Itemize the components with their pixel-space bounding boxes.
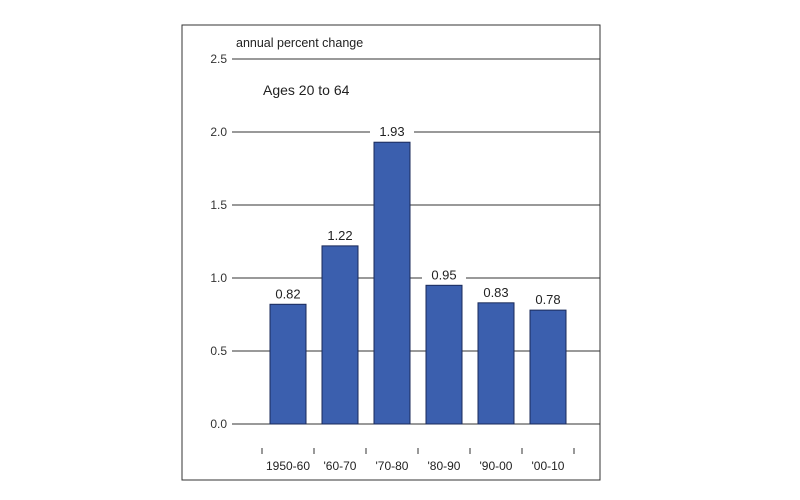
data-label-3: 0.95 <box>431 267 456 282</box>
bar-1 <box>321 245 359 425</box>
y-axis-label: annual percent change <box>236 36 363 50</box>
plot-frame <box>181 24 601 481</box>
data-label-5: 0.78 <box>535 292 560 307</box>
data-label-bg-5 <box>526 291 570 308</box>
data-label-bg-1 <box>318 226 362 243</box>
text-bg-0 <box>233 35 367 51</box>
y-tick-label-4: 2.0 <box>210 125 227 139</box>
data-label-bg-3 <box>422 266 466 283</box>
data-label-bg-0 <box>266 285 310 302</box>
data-label-2: 1.93 <box>379 124 404 139</box>
y-tick-label-5: 2.5 <box>210 52 227 66</box>
labels: 0.0 0.5 1.0 1.5 2.0 2.5 0.82 1950-60 1.22 '60-70 1… <box>210 52 570 473</box>
text-bg-1 <box>260 81 353 99</box>
x-tick-label-5: '00-10 <box>532 459 565 473</box>
data-label-0: 0.82 <box>275 286 300 301</box>
bar-0 <box>269 303 307 425</box>
y-tick-label-3: 1.5 <box>210 198 227 212</box>
x-tick-label-4: '90-00 <box>480 459 513 473</box>
data-label-4: 0.83 <box>483 285 508 300</box>
x-tick-label-0: 1950-60 <box>266 459 310 473</box>
data-label-1: 1.22 <box>327 228 352 243</box>
data-label-bg-2 <box>370 123 414 140</box>
chart-subtitle: Ages 20 to 64 <box>263 82 350 98</box>
bars <box>269 141 567 425</box>
x-tick-label-3: '80-90 <box>428 459 461 473</box>
y-tick-label-0: 0.0 <box>210 417 227 431</box>
x-tick-label-1: '60-70 <box>324 459 357 473</box>
y-tick-label-1: 0.5 <box>210 344 227 358</box>
bar-2 <box>373 141 411 425</box>
y-tick-label-2: 1.0 <box>210 271 227 285</box>
x-tick-label-2: '70-80 <box>376 459 409 473</box>
data-label-bg-4 <box>474 283 518 300</box>
bar-3 <box>425 284 463 425</box>
bar-4 <box>477 302 515 425</box>
bar-5 <box>529 309 567 425</box>
